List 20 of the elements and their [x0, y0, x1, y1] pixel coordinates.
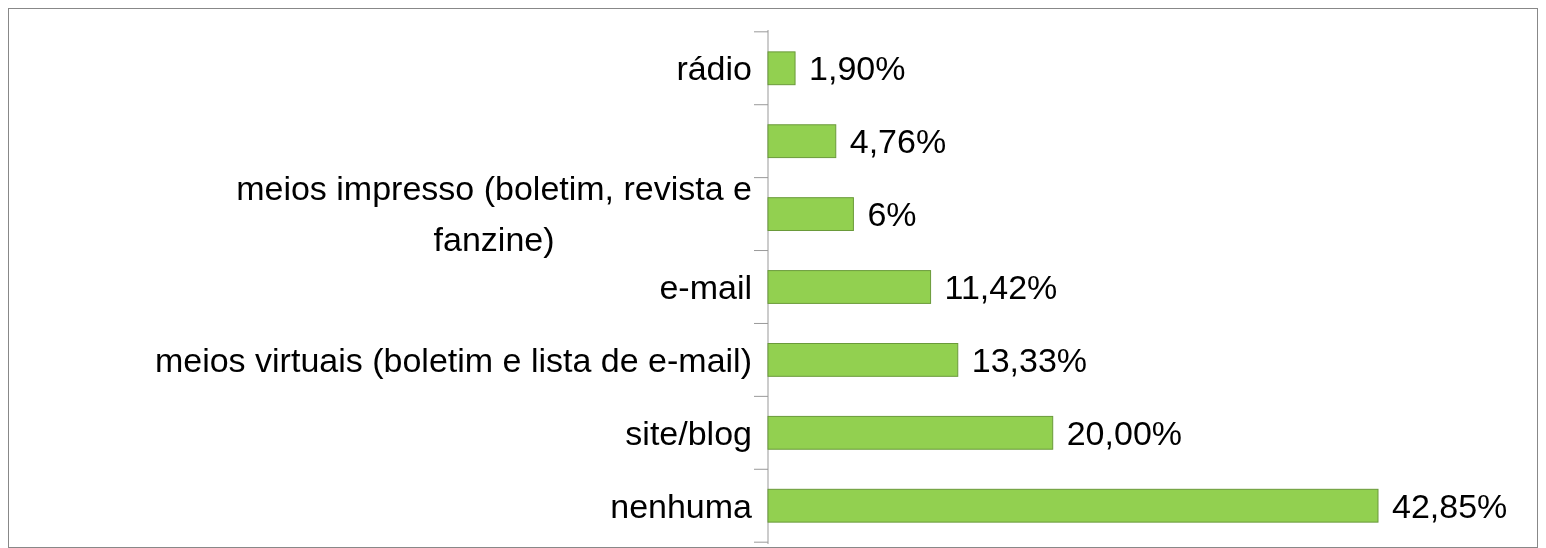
bar	[767, 270, 932, 304]
data-label: 6%	[867, 194, 917, 233]
data-label: 20,00%	[1066, 413, 1183, 452]
data-label: 13,33%	[971, 340, 1088, 379]
y-tick-label: site/blog	[625, 413, 752, 452]
bar	[767, 124, 837, 159]
data-label: 42,85%	[1392, 486, 1508, 525]
bar	[767, 343, 959, 377]
bar	[767, 488, 1379, 523]
y-tick-label: nenhuma	[610, 486, 753, 525]
y-tick-label: meios impresso (boletim, revista e fanzine)	[236, 169, 752, 259]
y-tick-label: meios virtuais (boletim e lista de e-mail)	[154, 340, 752, 379]
y-tick-label: rádio	[676, 49, 752, 88]
y-tick-label: e-mail	[659, 267, 752, 306]
bar	[767, 51, 796, 86]
bar	[767, 415, 1054, 450]
data-label: 11,42%	[944, 267, 1058, 306]
data-label: 4,76%	[849, 122, 947, 161]
bar	[767, 197, 854, 231]
data-label: 1,90%	[809, 49, 906, 88]
